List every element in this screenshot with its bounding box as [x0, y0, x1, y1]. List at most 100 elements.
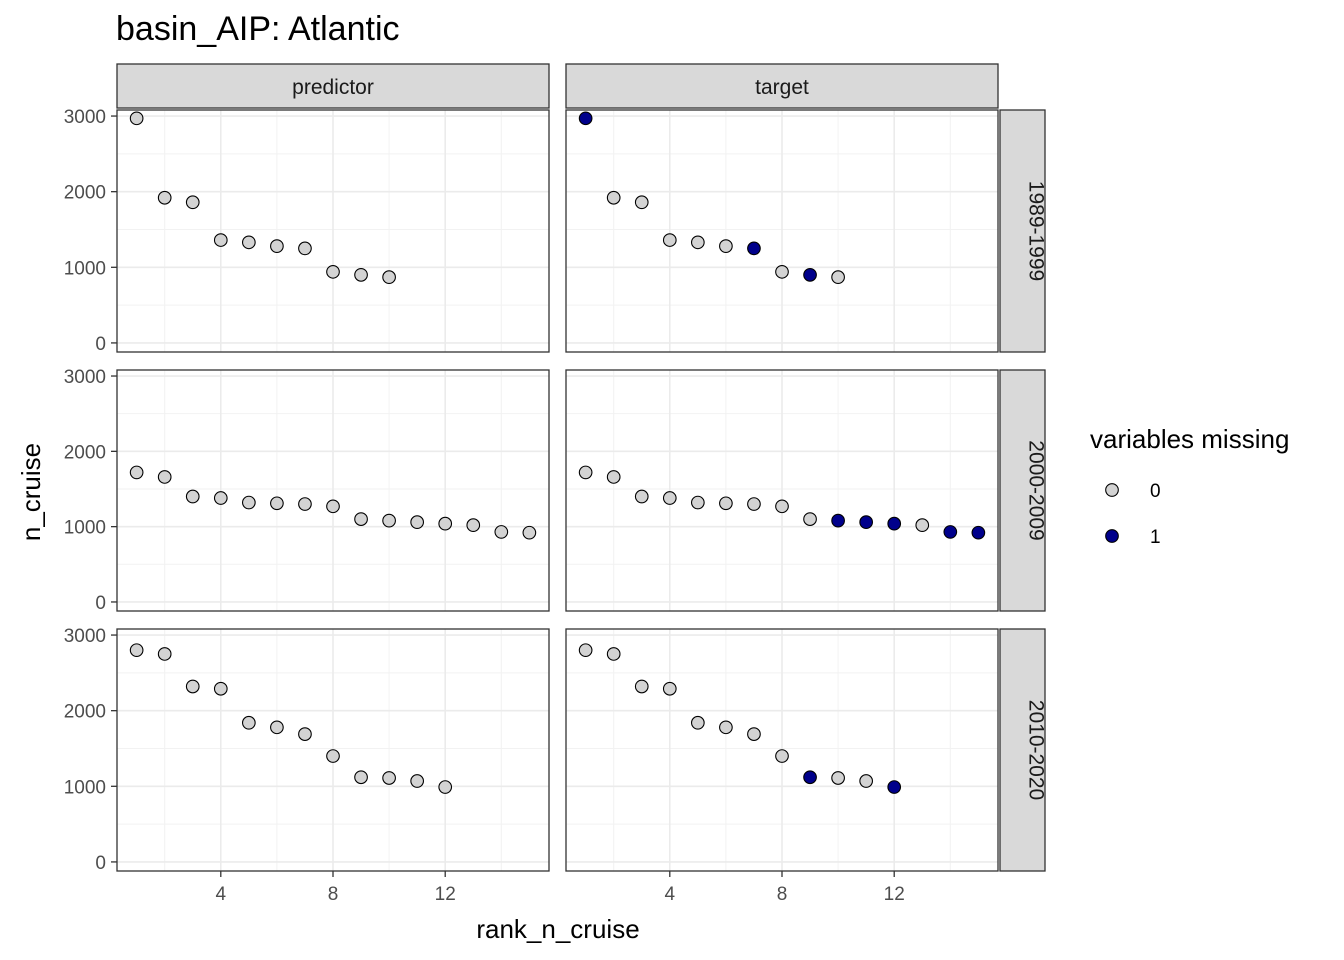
row-strip-1989-1999 — [999, 109, 1046, 353]
legend-key-1 — [1105, 529, 1119, 543]
panel-1989-1999-target — [565, 109, 999, 353]
data-point — [354, 268, 368, 282]
data-point — [382, 270, 396, 284]
data-point — [354, 770, 368, 785]
data-point — [298, 241, 312, 256]
y-tick-label: 3000 — [64, 367, 106, 388]
data-point — [185, 195, 200, 210]
data-point — [606, 647, 621, 661]
data-point — [634, 195, 649, 210]
y-tick-label: 0 — [95, 853, 106, 874]
panel-border — [565, 628, 999, 872]
data-point — [859, 515, 874, 529]
y-tick-label: 1000 — [64, 518, 106, 539]
data-point — [438, 516, 453, 531]
facet-panels: predictor target 1989-1999 2000-2009 2010-20… — [64, 63, 1048, 905]
y-tick-label: 1000 — [64, 777, 106, 798]
y-tick-label: 0 — [95, 334, 106, 355]
legend-label: 0 — [1150, 481, 1161, 502]
y-tick-label: 3000 — [64, 626, 106, 647]
data-point — [606, 190, 621, 205]
x-tick-label: 4 — [216, 884, 227, 905]
data-point — [522, 525, 537, 540]
data-point — [578, 111, 593, 126]
y-tick-label: 0 — [95, 593, 106, 614]
data-point — [803, 268, 817, 282]
legend-title: variables missing — [1090, 424, 1289, 454]
data-point — [157, 647, 172, 661]
x-tick-label: 4 — [665, 884, 676, 905]
data-point — [185, 489, 200, 504]
row-strip-label: 2010-2020 — [1025, 700, 1048, 800]
data-point — [971, 525, 986, 540]
data-point — [690, 495, 705, 510]
data-point — [298, 727, 312, 741]
panel-2000-2009-target — [565, 369, 999, 612]
data-point — [775, 499, 789, 514]
x-tick-label: 8 — [777, 884, 788, 905]
data-point — [775, 264, 789, 279]
data-point — [578, 643, 593, 658]
data-point — [213, 233, 228, 247]
data-point — [634, 489, 649, 504]
data-point — [690, 715, 705, 730]
data-point — [831, 513, 845, 528]
y-tick-label: 2000 — [64, 442, 106, 463]
data-point — [129, 643, 144, 658]
data-point — [382, 513, 396, 528]
data-point — [298, 497, 312, 511]
data-point — [747, 241, 761, 256]
data-point — [354, 512, 368, 526]
data-point — [494, 525, 509, 539]
data-point — [213, 491, 228, 505]
data-point — [270, 496, 284, 511]
data-point — [410, 515, 425, 529]
data-point — [719, 496, 733, 511]
data-point — [129, 465, 144, 480]
data-point — [157, 190, 172, 205]
panel-border — [565, 109, 999, 353]
data-point — [803, 770, 817, 785]
data-point — [241, 715, 256, 730]
panel-border — [116, 628, 550, 872]
data-point — [213, 681, 228, 696]
data-point — [915, 518, 930, 532]
data-point — [662, 491, 677, 505]
data-point — [466, 518, 481, 532]
data-point — [747, 497, 761, 511]
data-point — [241, 495, 256, 510]
column-strip-label: target — [755, 76, 809, 99]
y-tick-label: 3000 — [64, 107, 106, 128]
data-point — [382, 771, 396, 785]
panel-2010-2020-target: 4 8 12 — [565, 628, 999, 905]
data-point — [719, 239, 733, 253]
legend-key-0 — [1105, 483, 1119, 497]
data-point — [943, 525, 958, 539]
data-point — [775, 749, 789, 763]
data-point — [241, 235, 256, 250]
column-strip-label: predictor — [292, 76, 374, 99]
data-point — [270, 720, 284, 735]
data-point — [129, 111, 144, 126]
data-point — [438, 780, 453, 794]
data-point — [185, 679, 200, 694]
panel-border — [565, 369, 999, 612]
data-point — [326, 264, 340, 279]
data-point — [634, 679, 649, 694]
data-point — [747, 727, 761, 741]
data-point — [887, 780, 902, 794]
y-axis-title: n_cruise — [16, 443, 46, 541]
data-point — [326, 499, 340, 514]
row-strip-2010-2020 — [999, 628, 1046, 872]
data-point — [578, 465, 593, 480]
legend-label: 1 — [1150, 527, 1161, 548]
data-point — [690, 235, 705, 250]
panel-1989-1999-predictor: 0 1000 2000 3000 — [64, 107, 550, 355]
row-strip-2000-2009 — [999, 369, 1046, 612]
data-point — [662, 681, 677, 696]
data-point — [831, 771, 845, 785]
panel-2010-2020-predictor: 0 1000 2000 3000 4 8 12 — [64, 626, 550, 905]
x-tick-label: 8 — [328, 884, 339, 905]
data-point — [803, 512, 817, 526]
data-point — [887, 516, 902, 531]
